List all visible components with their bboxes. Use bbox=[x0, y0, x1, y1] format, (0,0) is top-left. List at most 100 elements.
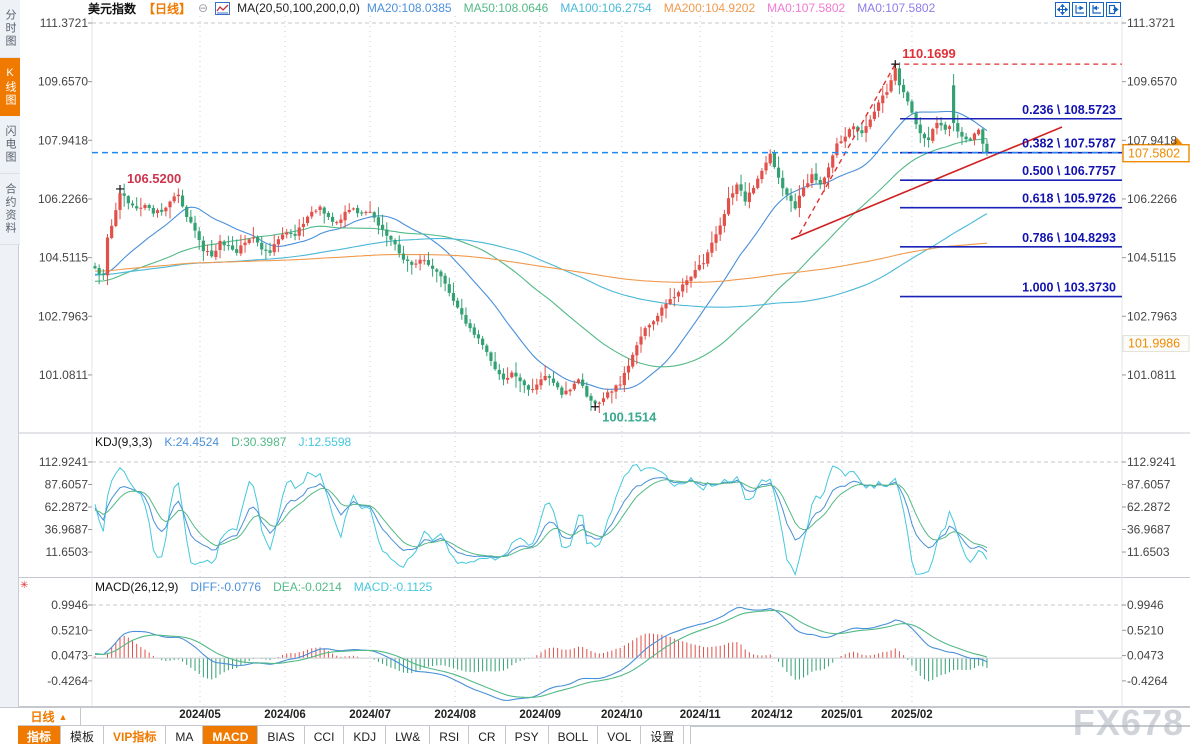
zoom-out-axis-icon[interactable] bbox=[1072, 2, 1087, 17]
kdj-axis-label: 36.9687 bbox=[45, 523, 89, 537]
sidebar-item-3[interactable]: 合约资料 bbox=[0, 174, 20, 245]
tab-6[interactable]: CCI bbox=[304, 726, 345, 744]
candle-body bbox=[160, 209, 164, 212]
candle-body bbox=[847, 129, 852, 137]
candle-body bbox=[814, 173, 818, 181]
sidebar-item-0[interactable]: 分时图 bbox=[0, 0, 20, 58]
tab-12[interactable]: BOLL bbox=[548, 726, 599, 744]
candle-body bbox=[435, 269, 439, 272]
extra-level-label: 101.9986 bbox=[1128, 337, 1180, 351]
month-label-6: 2024/11 bbox=[679, 709, 721, 721]
month-label-0: 2024/05 bbox=[179, 709, 221, 721]
candle-body bbox=[835, 143, 839, 156]
tab-0[interactable]: 指标 bbox=[18, 726, 62, 744]
candle-body bbox=[943, 124, 947, 130]
period-tag: 【日线】 bbox=[143, 1, 192, 16]
candle-body bbox=[685, 280, 689, 285]
candle-body bbox=[422, 260, 426, 262]
candle-body bbox=[772, 152, 776, 168]
kdj-axis-label: 11.6503 bbox=[46, 545, 89, 559]
price-panel bbox=[93, 62, 1063, 414]
candle-body bbox=[756, 178, 760, 188]
chart-canvas[interactable]: 0.236 \ 108.5723 0.382 \ 107.5787 0.500 \ … bbox=[18, 15, 1190, 707]
candle-body bbox=[631, 354, 635, 367]
candle-body bbox=[272, 244, 276, 253]
candle-body bbox=[343, 211, 347, 221]
candle-body bbox=[556, 382, 560, 388]
tab-3[interactable]: MA bbox=[166, 726, 204, 744]
candle-body bbox=[351, 208, 356, 210]
candle-body bbox=[368, 211, 372, 213]
candle-body bbox=[518, 377, 522, 382]
zoom-in-axis-icon[interactable] bbox=[1089, 2, 1104, 17]
candle-body bbox=[960, 131, 964, 137]
indicator-tabs: 指标 模板 VIP指标 MA MACD BIAS CCI KDJ LW& RSI CR PSY BOLL… bbox=[18, 725, 1190, 744]
current-price-label: 107.5802 bbox=[1128, 147, 1180, 161]
collapse-indicator-icon[interactable]: ⊖ bbox=[198, 1, 209, 15]
candle-body bbox=[731, 193, 735, 198]
candle-body bbox=[260, 242, 264, 250]
tab-4[interactable]: MACD bbox=[203, 726, 259, 744]
candle-body bbox=[531, 389, 535, 391]
period-selector-button[interactable]: 日线 ▲ bbox=[18, 708, 81, 726]
tab-9[interactable]: RSI bbox=[430, 726, 470, 744]
candle-body bbox=[251, 237, 255, 239]
sidebar-item-2[interactable]: 闪电图 bbox=[0, 116, 20, 174]
candle-body bbox=[193, 222, 197, 231]
candle-body bbox=[285, 232, 289, 235]
candle-body bbox=[226, 245, 230, 247]
exit-chart-icon[interactable] bbox=[1106, 2, 1121, 17]
candle-body bbox=[151, 207, 155, 214]
candle-body bbox=[656, 315, 660, 322]
macd-axis-label: 0.0473 bbox=[1127, 649, 1164, 663]
tab-14[interactable]: 设置 bbox=[641, 726, 685, 744]
macd-settings-icon[interactable]: ✳ bbox=[20, 580, 29, 591]
candle-body bbox=[280, 234, 285, 240]
price-axis-label: 102.7963 bbox=[38, 309, 88, 323]
kdj-k-line bbox=[94, 477, 988, 559]
pan-icon[interactable] bbox=[1055, 2, 1070, 17]
candle-body bbox=[651, 321, 656, 325]
candle-body bbox=[768, 153, 772, 164]
candle-body bbox=[626, 365, 631, 373]
tab-5[interactable]: BIAS bbox=[258, 726, 305, 744]
tab-1[interactable]: 模板 bbox=[61, 726, 105, 744]
candle-body bbox=[706, 252, 710, 264]
candle-body bbox=[972, 133, 977, 140]
tab-11[interactable]: PSY bbox=[505, 726, 549, 744]
candle-body bbox=[201, 240, 205, 252]
candle-body bbox=[355, 207, 360, 214]
candle-body bbox=[393, 239, 397, 245]
kdj-axis-label: 112.9241 bbox=[39, 455, 88, 469]
price-axis-label: 107.9418 bbox=[38, 133, 88, 147]
candle-body bbox=[522, 380, 526, 386]
swing-high-label: 110.1699 bbox=[902, 46, 956, 61]
candle-body bbox=[856, 126, 860, 131]
current-price-box bbox=[1122, 143, 1190, 163]
candle-body bbox=[93, 266, 97, 269]
tab-7[interactable]: KDJ bbox=[344, 726, 387, 744]
candle-body bbox=[681, 284, 685, 292]
chart-type-icon[interactable] bbox=[215, 1, 231, 15]
candle-body bbox=[293, 233, 297, 236]
candle-body bbox=[568, 389, 572, 392]
tab-10[interactable]: CR bbox=[469, 726, 506, 744]
fib-label-4: 0.786 \ 104.8293 bbox=[1022, 231, 1116, 245]
tab-8[interactable]: LW& bbox=[386, 726, 431, 744]
candle-body bbox=[935, 122, 939, 129]
month-label-2: 2024/07 bbox=[349, 709, 391, 721]
indicator-value-2: MACD:-0.1125 bbox=[353, 580, 433, 594]
candle-body bbox=[414, 263, 418, 265]
candle-body bbox=[985, 143, 989, 153]
tab-2[interactable]: VIP指标 bbox=[104, 726, 167, 744]
red-dashed-trendline bbox=[798, 63, 896, 235]
candle-body bbox=[176, 194, 180, 197]
kdj-axis-label: 11.6503 bbox=[1127, 545, 1170, 559]
kdj-header: KDJ(9,3,3) K:24.4524 D:30.3987 J:12.5598 bbox=[95, 435, 351, 449]
candle-body bbox=[101, 273, 105, 276]
candle-body bbox=[130, 203, 135, 206]
sidebar-item-1[interactable]: K线图 bbox=[0, 58, 20, 116]
candle-body bbox=[610, 391, 614, 393]
tab-13[interactable]: VOL bbox=[598, 726, 642, 744]
candle-body bbox=[360, 212, 364, 214]
